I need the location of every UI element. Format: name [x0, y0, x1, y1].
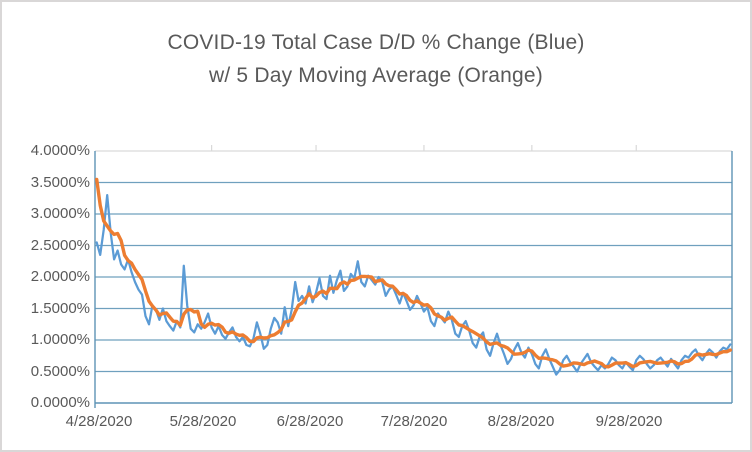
y-axis-label: 0.5000%	[30, 362, 90, 380]
y-axis-label: 2.5000%	[30, 236, 90, 254]
y-axis-label: 1.0000%	[30, 331, 90, 348]
x-axis-label: 4/28/2020	[65, 413, 133, 430]
y-axis-label: 1.5000%	[30, 299, 90, 317]
x-axis-label: 7/28/2020	[380, 413, 448, 430]
x-axis-label: 6/28/2020	[276, 413, 344, 430]
moving-average-line	[94, 177, 732, 369]
chart-title-line1: COVID-19 Total Case D/D % Change (Blue)	[167, 31, 585, 54]
daily-change-line	[95, 193, 732, 376]
chart-title-line2: w/ 5 Day Moving Average (Orange)	[208, 64, 543, 87]
y-axis-label: 4.0000%	[30, 142, 90, 159]
y-axis-label: 3.5000%	[30, 173, 90, 191]
y-axis-label: 2.0000%	[30, 268, 90, 285]
x-axis-label: 5/28/2020	[169, 413, 237, 430]
y-axis-label: 3.0000%	[30, 205, 90, 222]
x-axis-label: 9/28/2020	[595, 413, 663, 430]
chart-title: COVID-19 Total Case D/D % Change (Blue) …	[2, 26, 750, 92]
y-axis-label: 0.0000%	[30, 394, 90, 411]
x-axis-label: 8/28/2020	[487, 413, 555, 430]
